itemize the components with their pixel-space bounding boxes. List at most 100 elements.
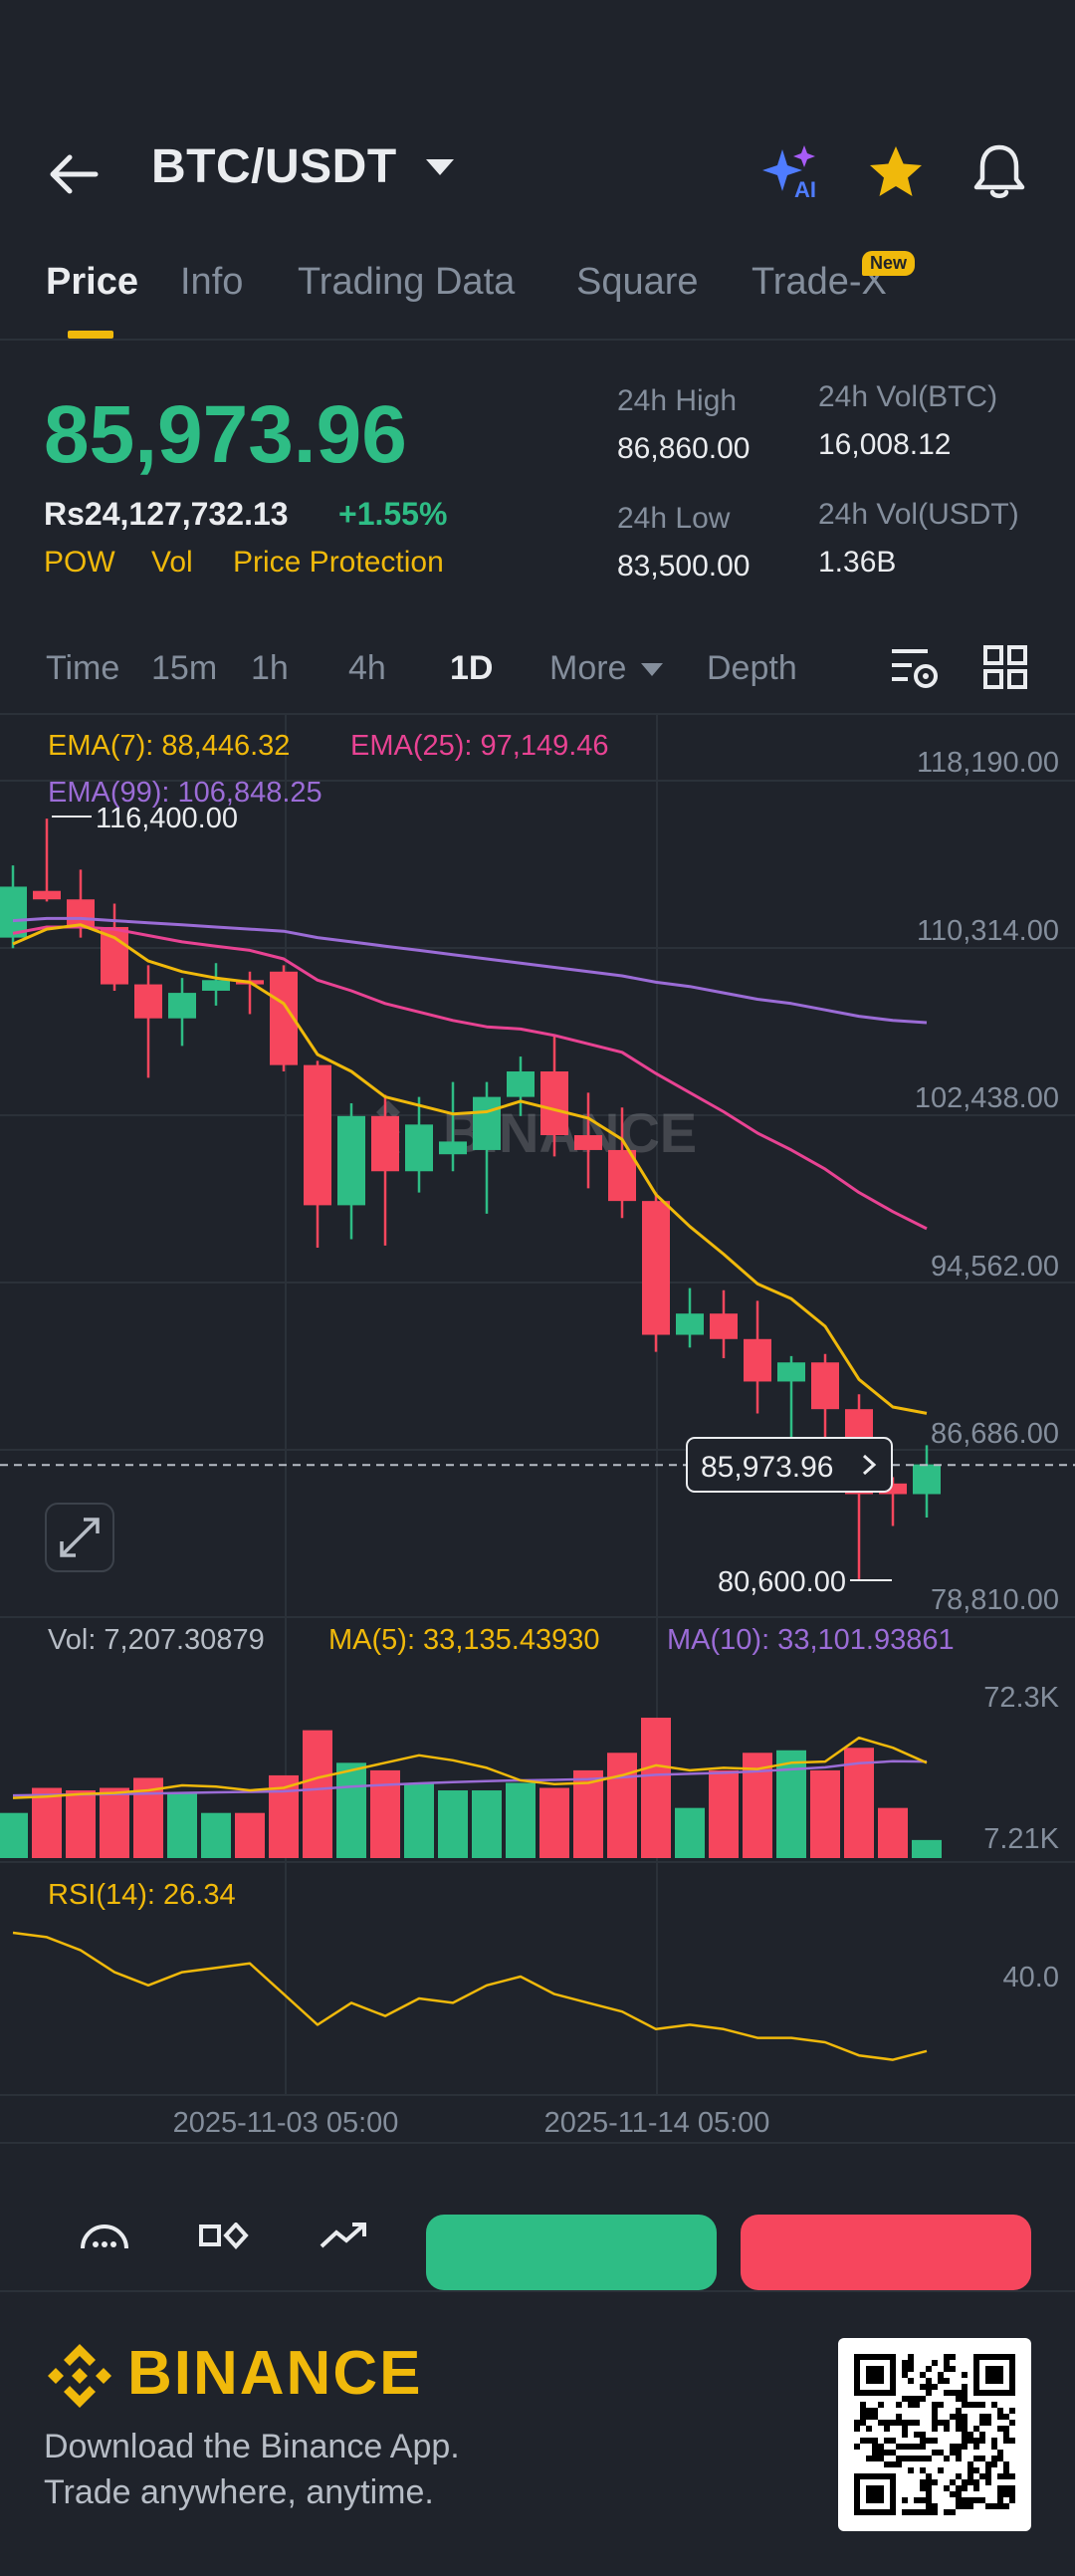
- qr-module: [902, 2432, 908, 2438]
- compare-icon[interactable]: [199, 2223, 249, 2250]
- interval-time[interactable]: Time: [46, 649, 120, 687]
- qr-module: [890, 2497, 896, 2503]
- qr-code[interactable]: [838, 2338, 1031, 2531]
- interval-1h[interactable]: 1h: [251, 649, 289, 687]
- qr-module: [872, 2354, 878, 2360]
- qr-module: [968, 2503, 973, 2509]
- tag-vol[interactable]: Vol: [151, 546, 193, 579]
- qr-module: [866, 2378, 872, 2384]
- ai-sparkle-icon[interactable]: AI: [760, 143, 824, 199]
- qr-module: [950, 2491, 956, 2497]
- stat-24h-vol-usdt-label: 24h Vol(USDT): [818, 498, 1019, 531]
- qr-module: [872, 2450, 878, 2456]
- volume-bar: [641, 1718, 671, 1858]
- qr-module: [997, 2497, 1003, 2503]
- qr-module: [956, 2444, 962, 2450]
- current-price-tag[interactable]: 85,973.96: [686, 1437, 893, 1493]
- qr-module: [1009, 2497, 1015, 2503]
- candle-body: [507, 1071, 535, 1097]
- qr-module: [979, 2390, 985, 2396]
- qr-module: [854, 2378, 860, 2384]
- buy-button[interactable]: [426, 2215, 717, 2290]
- qr-module: [914, 2420, 920, 2426]
- qr-module: [896, 2414, 902, 2420]
- chart-settings-icon[interactable]: [890, 645, 940, 691]
- qr-module: [1009, 2485, 1015, 2491]
- qr-module: [896, 2402, 902, 2408]
- qr-module: [926, 2485, 932, 2491]
- interval-4h[interactable]: 4h: [348, 649, 386, 687]
- qr-module: [866, 2390, 872, 2396]
- tab-price[interactable]: Price: [46, 261, 138, 303]
- qr-module: [950, 2444, 956, 2450]
- sell-button[interactable]: [741, 2215, 1031, 2290]
- tab-trading-data[interactable]: Trading Data: [298, 261, 516, 303]
- qr-module: [854, 2491, 860, 2497]
- qr-module: [914, 2509, 920, 2515]
- qr-module: [866, 2456, 872, 2461]
- volume-bar: [539, 1787, 569, 1858]
- qr-module: [926, 2390, 932, 2396]
- qr-module: [878, 2372, 884, 2378]
- volume-bar: [100, 1787, 129, 1858]
- pair-dropdown-caret-icon[interactable]: [426, 159, 454, 175]
- volume-bar: [506, 1782, 536, 1858]
- qr-module: [985, 2473, 991, 2479]
- interval-depth[interactable]: Depth: [707, 649, 797, 687]
- qr-module: [938, 2467, 944, 2473]
- trend-arrow-icon[interactable]: [319, 2221, 368, 2250]
- qr-module: [866, 2366, 872, 2372]
- interval-15m[interactable]: 15m: [151, 649, 218, 687]
- candle-body: [744, 1338, 771, 1382]
- qr-module: [1003, 2503, 1009, 2509]
- qr-module: [991, 2354, 997, 2360]
- qr-module: [1003, 2491, 1009, 2497]
- qr-module: [956, 2503, 962, 2509]
- qr-module: [908, 2467, 914, 2473]
- qr-module: [950, 2366, 956, 2372]
- qr-module: [962, 2497, 968, 2503]
- y-tick-label: 110,314.00: [917, 915, 1059, 947]
- qr-module: [914, 2432, 920, 2438]
- price-chart[interactable]: BINANCE 118,190.00 110,314.00 102,438.00…: [0, 715, 1075, 2149]
- tag-price-protection[interactable]: Price Protection: [233, 546, 444, 579]
- header: BTC/USDT AI Price Info Trading Data Squa…: [0, 0, 1075, 339]
- qr-module: [956, 2456, 962, 2461]
- tag-pow[interactable]: POW: [44, 546, 115, 579]
- qr-module: [985, 2479, 991, 2485]
- qr-module: [878, 2444, 884, 2450]
- ema99-line: [12, 916, 928, 1025]
- divider: [0, 339, 1075, 341]
- qr-module: [1009, 2366, 1015, 2372]
- qr-module: [997, 2390, 1003, 2396]
- back-arrow-icon[interactable]: [46, 149, 102, 199]
- layout-grid-icon[interactable]: [983, 645, 1027, 689]
- qr-module: [872, 2372, 878, 2378]
- qr-module: [902, 2420, 908, 2426]
- more-caret-icon[interactable]: [641, 663, 663, 676]
- favorite-star-icon[interactable]: [866, 143, 926, 199]
- interval-more[interactable]: More: [549, 649, 627, 687]
- qr-module: [920, 2432, 926, 2438]
- qr-module: [878, 2485, 884, 2491]
- tab-info[interactable]: Info: [180, 261, 244, 303]
- interval-1d[interactable]: 1D: [450, 649, 494, 687]
- candle-body: [134, 984, 162, 1019]
- qr-module: [926, 2378, 932, 2384]
- rsi-line: [12, 1931, 928, 2061]
- trading-pair-title[interactable]: BTC/USDT: [151, 140, 397, 193]
- qr-module: [962, 2372, 968, 2378]
- more-options-icon[interactable]: [80, 2221, 129, 2250]
- qr-module: [872, 2485, 878, 2491]
- qr-module: [944, 2456, 950, 2461]
- qr-module: [962, 2479, 968, 2485]
- tab-square[interactable]: Square: [576, 261, 699, 303]
- new-badge: New: [862, 251, 916, 276]
- qr-module: [854, 2444, 860, 2450]
- fiat-price: Rs24,127,732.13: [44, 496, 289, 532]
- qr-module: [884, 2438, 890, 2444]
- fullscreen-button[interactable]: [45, 1503, 114, 1572]
- bell-alert-icon[interactable]: [971, 141, 1027, 201]
- qr-module: [920, 2444, 926, 2450]
- volume-bar: [776, 1750, 806, 1858]
